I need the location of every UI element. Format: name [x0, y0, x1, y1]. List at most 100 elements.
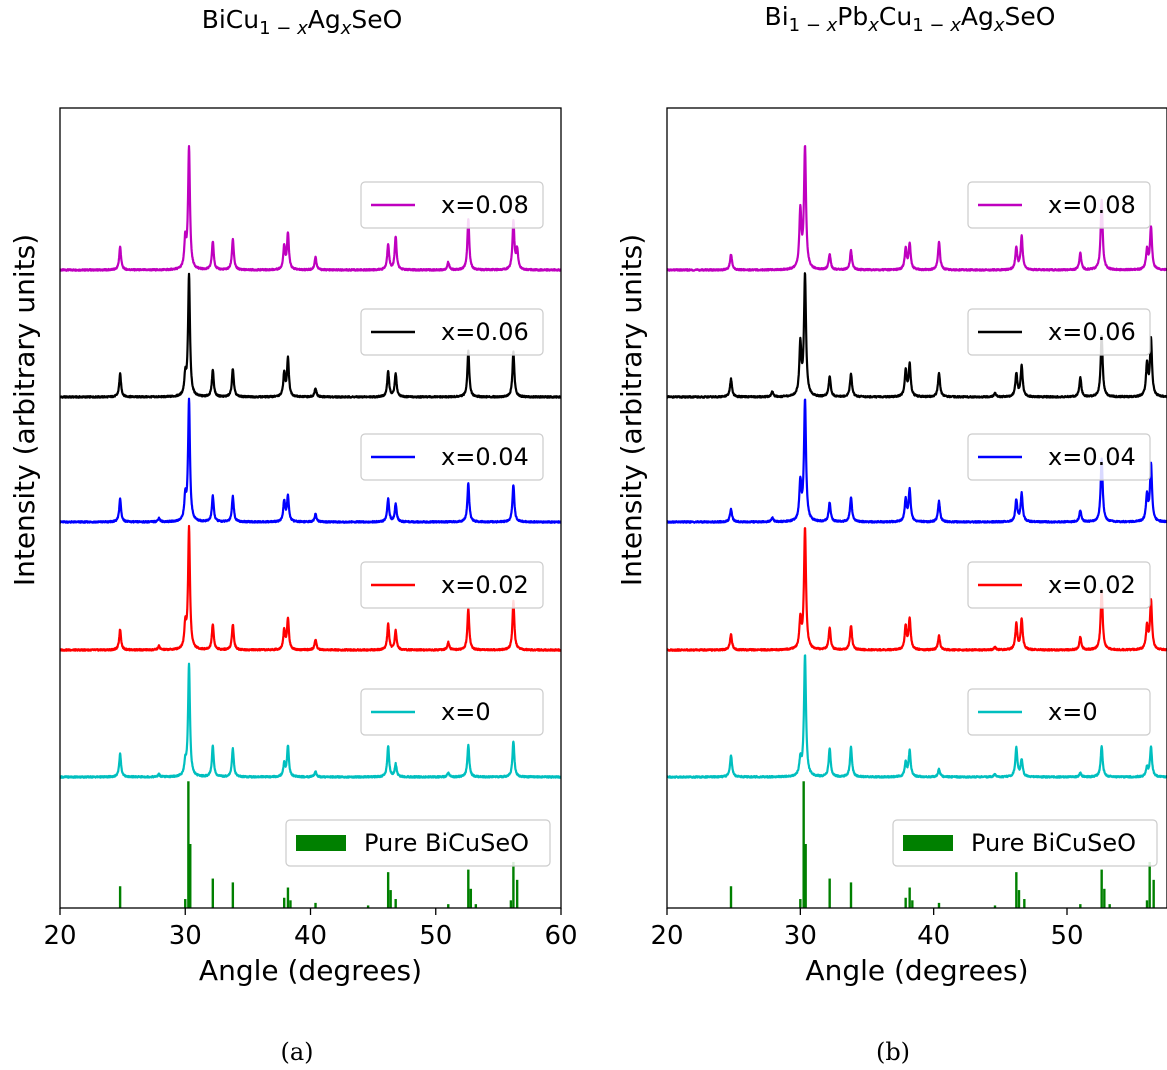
legend-box — [967, 561, 1151, 609]
reference-stick — [187, 781, 190, 908]
legend-box — [892, 819, 1158, 867]
legend-Pure-BiCuSeO: Pure BiCuSeO — [892, 819, 1158, 867]
x-tick-label: 40 — [917, 921, 950, 951]
reference-sticks — [729, 781, 1155, 908]
reference-stick — [469, 888, 473, 908]
legend-box — [967, 433, 1151, 481]
title-part: x — [993, 15, 1005, 36]
reference-stick — [289, 900, 292, 908]
reference-stick — [908, 887, 911, 908]
title-part: 1 − — [789, 15, 827, 36]
series-line-x-0-02 — [667, 527, 1167, 652]
x-tick-label: 30 — [169, 921, 202, 951]
title-part: Ag — [308, 5, 341, 34]
series-line-x-0-04 — [667, 398, 1167, 524]
x-tick-label: 50 — [419, 921, 452, 951]
x-axis-label: Angle (degrees) — [805, 954, 1028, 987]
legend-x-0-06: x=0.06 — [967, 308, 1151, 356]
reference-stick — [1103, 888, 1106, 908]
legend-box — [285, 819, 551, 867]
reference-stick — [1015, 872, 1018, 908]
reference-stick — [286, 887, 290, 908]
reference-stick — [1023, 899, 1026, 908]
legend-x-0-04: x=0.04 — [360, 433, 544, 481]
title-part: x — [296, 18, 308, 39]
reference-stick — [799, 899, 802, 908]
panel-b: Bi1 − xPbxCu1 − xAgxSeO x=0.08 x=0.06 x=0.0… — [615, 2, 1167, 1066]
reference-stick — [1100, 869, 1103, 908]
series-line-x-0 — [667, 654, 1167, 779]
legend-box — [360, 561, 544, 609]
legend-x-0-02: x=0.02 — [360, 561, 544, 609]
legend-box — [967, 308, 1151, 356]
legend-x-0-06: x=0.06 — [360, 308, 544, 356]
reference-stick — [937, 902, 941, 908]
title-part: 1 − — [912, 15, 950, 36]
series-line-x-0-06 — [667, 272, 1167, 399]
reference-stick — [512, 861, 515, 908]
series-line-x-0-06 — [60, 272, 561, 399]
title-part: SeO — [351, 5, 402, 34]
reference-stick — [904, 897, 907, 908]
legend-Pure-BiCuSeO: Pure BiCuSeO — [285, 819, 551, 867]
legend-label: x=0 — [441, 698, 491, 726]
legend-label: Pure BiCuSeO — [364, 829, 529, 857]
reference-stick — [1145, 900, 1149, 908]
reference-stick — [729, 886, 733, 908]
legend-x-0-08: x=0.08 — [967, 181, 1151, 229]
legend-label: Pure BiCuSeO — [971, 829, 1136, 857]
panel-caption: (b) — [876, 1038, 910, 1066]
y-axis-label: Intensity (arbitrary units) — [615, 234, 648, 586]
legend-label: x=0 — [1048, 698, 1098, 726]
series-line-x-0-02 — [60, 524, 561, 652]
title-part: x — [949, 15, 961, 36]
title-part: BiCu — [202, 5, 259, 34]
title-part: 1 − — [259, 18, 297, 39]
legend-box — [360, 308, 544, 356]
reference-stick — [802, 781, 805, 908]
reference-stick — [211, 878, 215, 908]
legend-box — [360, 433, 544, 481]
panel-caption: (a) — [280, 1038, 313, 1066]
reference-stick — [231, 882, 235, 908]
reference-stick — [1079, 904, 1082, 908]
legend-x-0: x=0 — [360, 688, 544, 736]
reference-stick — [389, 890, 392, 908]
legend-x-0: x=0 — [967, 688, 1151, 736]
reference-stick — [467, 869, 470, 908]
legend-swatch — [296, 835, 346, 851]
title-part: Pb — [837, 2, 868, 31]
title-part: Cu — [879, 2, 912, 31]
legend-box — [967, 181, 1151, 229]
legend-box — [360, 688, 544, 736]
title-part: Ag — [961, 2, 994, 31]
plot-area — [667, 145, 1167, 908]
reference-stick — [118, 886, 122, 908]
chart-title: BiCu1 − xAgxSeO — [202, 5, 403, 39]
reference-stick — [394, 899, 397, 908]
reference-stick — [849, 882, 853, 908]
x-tick-label: 20 — [650, 921, 683, 951]
panel-a: BiCu1 − xAgxSeOx=0.08x=0.06x=0.04x=0.02x… — [8, 5, 578, 1066]
title-part: x — [340, 18, 352, 39]
chart-title: Bi1 − xPbxCu1 − xAgxSeO — [765, 2, 1056, 36]
series-line-x-0-08 — [667, 145, 1167, 272]
reference-stick — [911, 900, 914, 908]
y-axis-label: Intensity (arbitrary units) — [8, 234, 41, 586]
legend-label: x=0.06 — [441, 318, 529, 346]
legend-box — [967, 688, 1151, 736]
legend-x-0-02: x=0.02 — [967, 561, 1151, 609]
reference-stick — [1108, 904, 1111, 908]
title-part: SeO — [1005, 2, 1056, 31]
title-part: x — [867, 15, 879, 36]
x-tick-label: 40 — [294, 921, 327, 951]
legend-box — [360, 181, 544, 229]
reference-stick — [515, 879, 519, 908]
reference-sticks — [118, 781, 519, 908]
legend-label: x=0.04 — [1048, 443, 1136, 471]
reference-stick — [509, 900, 513, 908]
reference-stick — [1148, 861, 1151, 908]
series-line-x-0 — [60, 662, 561, 779]
reference-stick — [282, 897, 286, 908]
